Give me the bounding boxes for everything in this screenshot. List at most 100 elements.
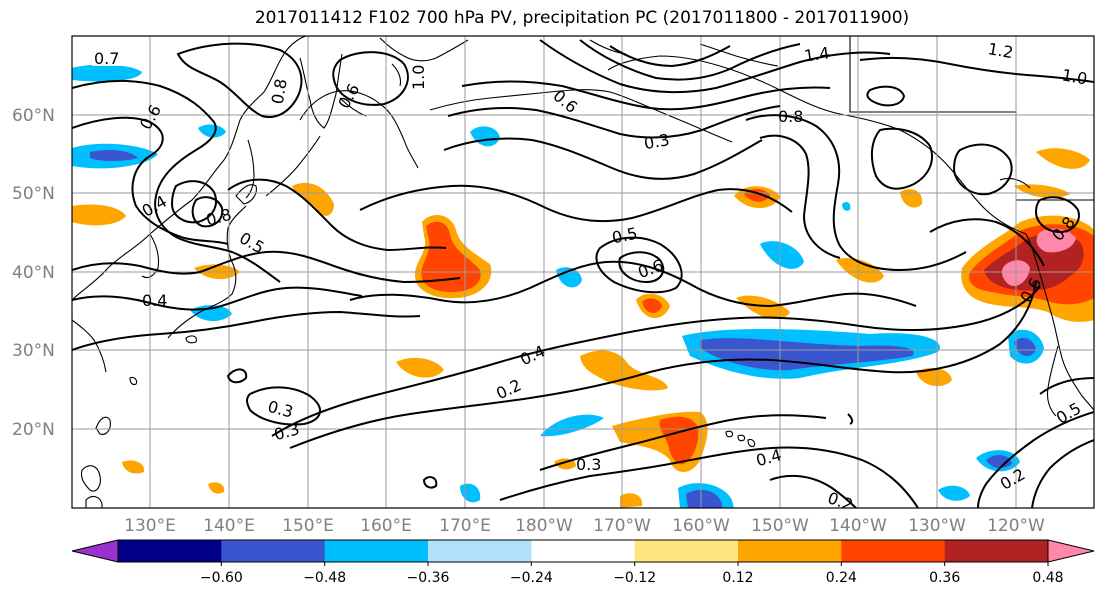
map-frame [71, 35, 1095, 509]
lon-label: 160°E [360, 516, 412, 536]
pv-contour [539, 414, 827, 471]
pv-contour [72, 116, 229, 245]
colorbar-segment [118, 540, 222, 562]
positive-anomaly [208, 482, 225, 494]
lon-label: 170°W [593, 516, 651, 536]
pv-contour [170, 180, 217, 224]
pv-contour [745, 114, 967, 272]
colorbar-tick-label: 0.36 [929, 570, 960, 586]
positive-anomaly [900, 189, 923, 208]
positive-anomaly [580, 350, 668, 391]
positive-anomaly [1036, 148, 1090, 169]
pv-contour [929, 218, 1045, 267]
positive-anomaly [72, 204, 126, 226]
contour-label: 0.2 [825, 488, 855, 515]
lon-label: 150°W [751, 516, 809, 536]
pv-contour [769, 474, 857, 508]
pv-contour [499, 446, 919, 508]
negative-anomaly [72, 64, 142, 82]
pv-contour [1034, 196, 1080, 234]
colorbar-tick-label: −0.60 [200, 570, 243, 586]
contour-label: 1.0 [409, 65, 428, 90]
pv-contour [349, 260, 917, 308]
colorbar-tick-label: −0.48 [303, 570, 346, 586]
positive-anomaly [122, 460, 145, 474]
pv-contour [461, 80, 831, 111]
lat-label: 30°N [12, 341, 55, 361]
lon-label: 140°W [829, 516, 887, 536]
contour-label: 0.4 [142, 291, 167, 310]
pv-contour [271, 285, 1041, 437]
longitude-labels: 130°E 140°E 150°E 160°E 170°E 180°W 170°… [124, 516, 1045, 536]
colorbar-segment [634, 540, 739, 562]
lon-label: 120°W [987, 516, 1045, 536]
latitude-labels: 60°N 50°N 40°N 30°N 20°N [12, 106, 55, 440]
contour-label: 1.4 [803, 43, 831, 65]
pv-contours [72, 39, 1094, 508]
lon-label: 170°E [439, 516, 491, 536]
pv-contour [191, 196, 224, 228]
colorbar-tick-label: −0.24 [510, 570, 553, 586]
pv-contour [847, 413, 854, 425]
lon-label: 160°W [672, 516, 730, 536]
pv-contour [72, 310, 421, 351]
colorbar-tick-label: 0.48 [1032, 570, 1063, 586]
contour-label: 0.8 [268, 77, 291, 105]
pv-contour [618, 251, 665, 284]
positive-anomaly [916, 367, 952, 387]
pv-contour [443, 137, 763, 180]
positive-anomaly [736, 295, 790, 320]
negative-anomaly [760, 241, 804, 269]
lon-label: 140°E [203, 516, 255, 536]
negative-anomaly [540, 414, 604, 437]
colorbar-extend-min [71, 539, 119, 563]
pv-contour [759, 134, 841, 259]
pv-contour [72, 286, 363, 311]
pv-contour [72, 250, 461, 284]
colorbar-segment [221, 540, 326, 562]
pv-contour [359, 184, 793, 223]
colorbar: −0.60 −0.48 −0.36 −0.24 −0.12 0.12 0.24 0.36 0.4… [71, 539, 1095, 586]
lon-label: 150°E [282, 516, 334, 536]
colorbar-segment [324, 540, 429, 562]
pv-contour [332, 51, 409, 106]
pv-contour [609, 45, 731, 68]
pv-contour [870, 127, 933, 190]
contour-label: 0.3 [576, 455, 601, 474]
contour-label: 0.8 [778, 107, 803, 126]
pv-contour [595, 236, 683, 294]
contour-label: 0.3 [643, 130, 671, 153]
pv-contour [866, 85, 906, 107]
lon-label: 180°W [515, 516, 573, 536]
contour-label: 0.5 [610, 224, 639, 248]
pv-contour [246, 386, 321, 426]
pv-contour [72, 79, 281, 283]
positive-anomaly [292, 182, 334, 216]
colorbar-segment [531, 540, 636, 562]
negative-anomaly [938, 485, 970, 501]
colorbar-extend-max [1047, 539, 1095, 563]
lat-label: 20°N [12, 420, 55, 440]
colorbar-frame [117, 539, 1049, 563]
pv-contour [579, 39, 801, 81]
pv-contour [539, 39, 891, 94]
lat-label: 40°N [12, 263, 55, 283]
pv-contour [447, 105, 781, 139]
positive-anomaly [1014, 184, 1070, 198]
contour-label: 1.0 [1060, 65, 1088, 88]
colorbar-segment [428, 540, 532, 562]
lat-label: 50°N [12, 184, 55, 204]
colorbar-tick-label: 0.24 [826, 570, 857, 586]
pv-contour [859, 56, 1094, 83]
contour-label: 1.2 [986, 39, 1014, 62]
lat-label: 60°N [12, 106, 55, 126]
pv-contour [952, 143, 1013, 196]
colorbar-tick-label: −0.12 [613, 570, 656, 586]
colorbar-tick-label: −0.36 [407, 570, 450, 586]
lon-label: 130°W [908, 516, 966, 536]
colorbar-segment [841, 540, 946, 562]
negative-anomaly [198, 124, 226, 138]
graticule [72, 36, 1094, 508]
positive-anomaly [396, 357, 444, 378]
